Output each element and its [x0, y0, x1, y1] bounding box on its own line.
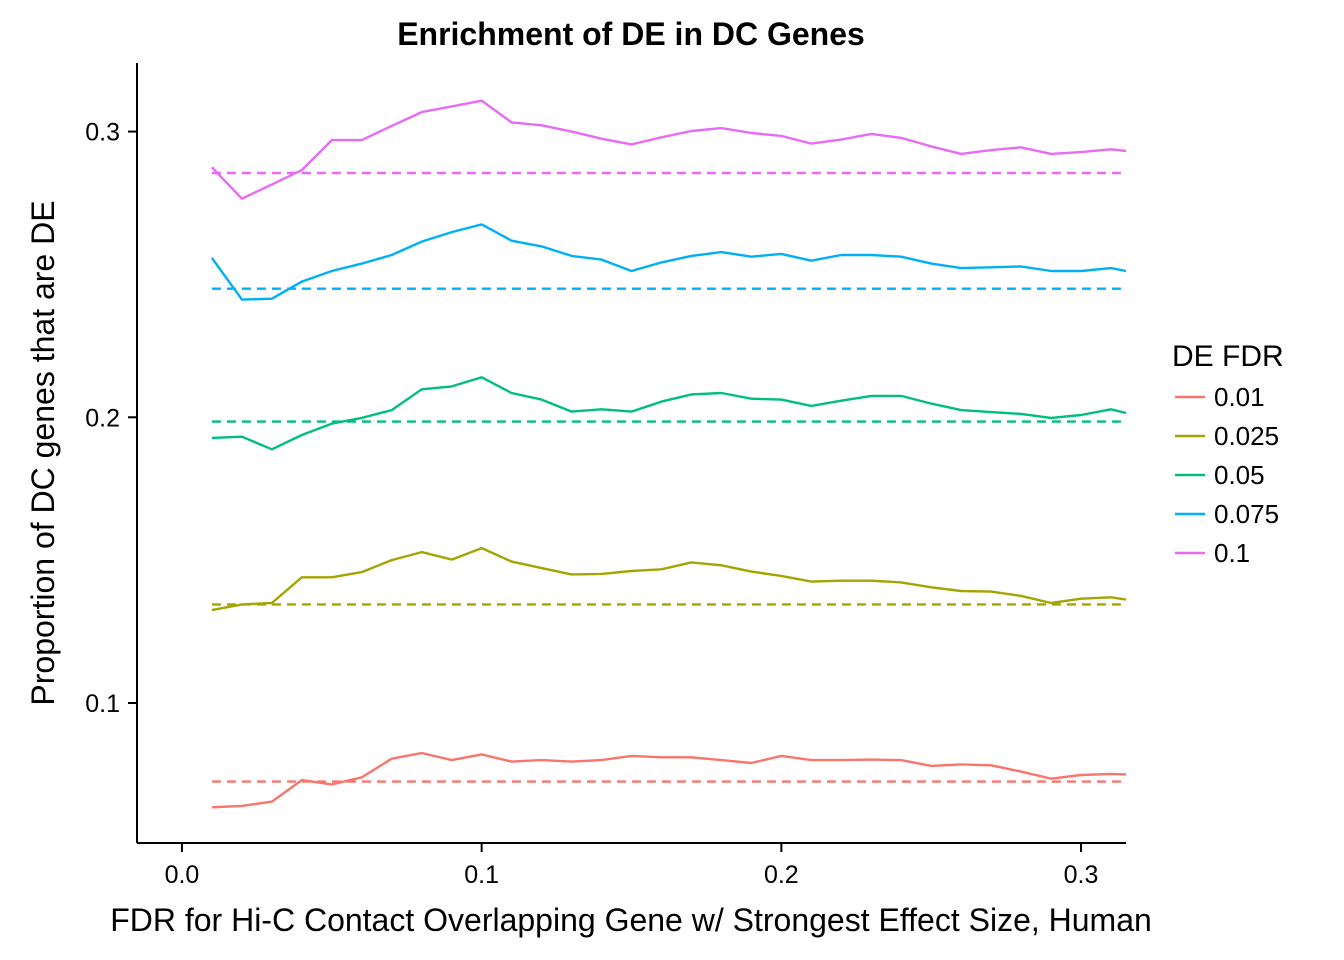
- y-ticks: 0.1 0.2 0.3: [85, 119, 137, 718]
- legend-title: DE FDR: [1172, 340, 1284, 373]
- legend-label: 0.01: [1214, 382, 1265, 412]
- x-axis-label: FDR for Hi-C Contact Overlapping Gene w/…: [110, 902, 1152, 938]
- y-axis-label: Proportion of DC genes that are DE: [25, 200, 61, 705]
- x-tick-label: 0.3: [1064, 861, 1099, 889]
- series-line-0_025: [211, 546, 1127, 612]
- x-ticks: 0.0 0.1 0.2 0.3: [165, 843, 1099, 889]
- y-tick-label: 0.1: [85, 690, 120, 718]
- legend-label: 0.075: [1214, 499, 1279, 529]
- x-tick-label: 0.2: [764, 861, 799, 889]
- legend-label: 0.05: [1214, 460, 1265, 490]
- legend-label: 0.1: [1214, 538, 1250, 568]
- plot-area: [210, 99, 1127, 809]
- x-tick-label: 0.1: [464, 861, 499, 889]
- y-tick-label: 0.3: [85, 119, 120, 147]
- series-line-0_1: [211, 99, 1127, 200]
- y-tick-label: 0.2: [85, 404, 120, 432]
- legend-label: 0.025: [1214, 421, 1279, 451]
- legend: DE FDR 0.01 0.025 0.05 0.075 0.1: [1172, 340, 1284, 568]
- series-line-0_075: [210, 223, 1127, 301]
- chart-title: Enrichment of DE in DC Genes: [397, 16, 865, 52]
- x-tick-label: 0.0: [165, 861, 200, 889]
- series-line-0_01: [211, 751, 1127, 809]
- series-line-0_05: [211, 376, 1127, 451]
